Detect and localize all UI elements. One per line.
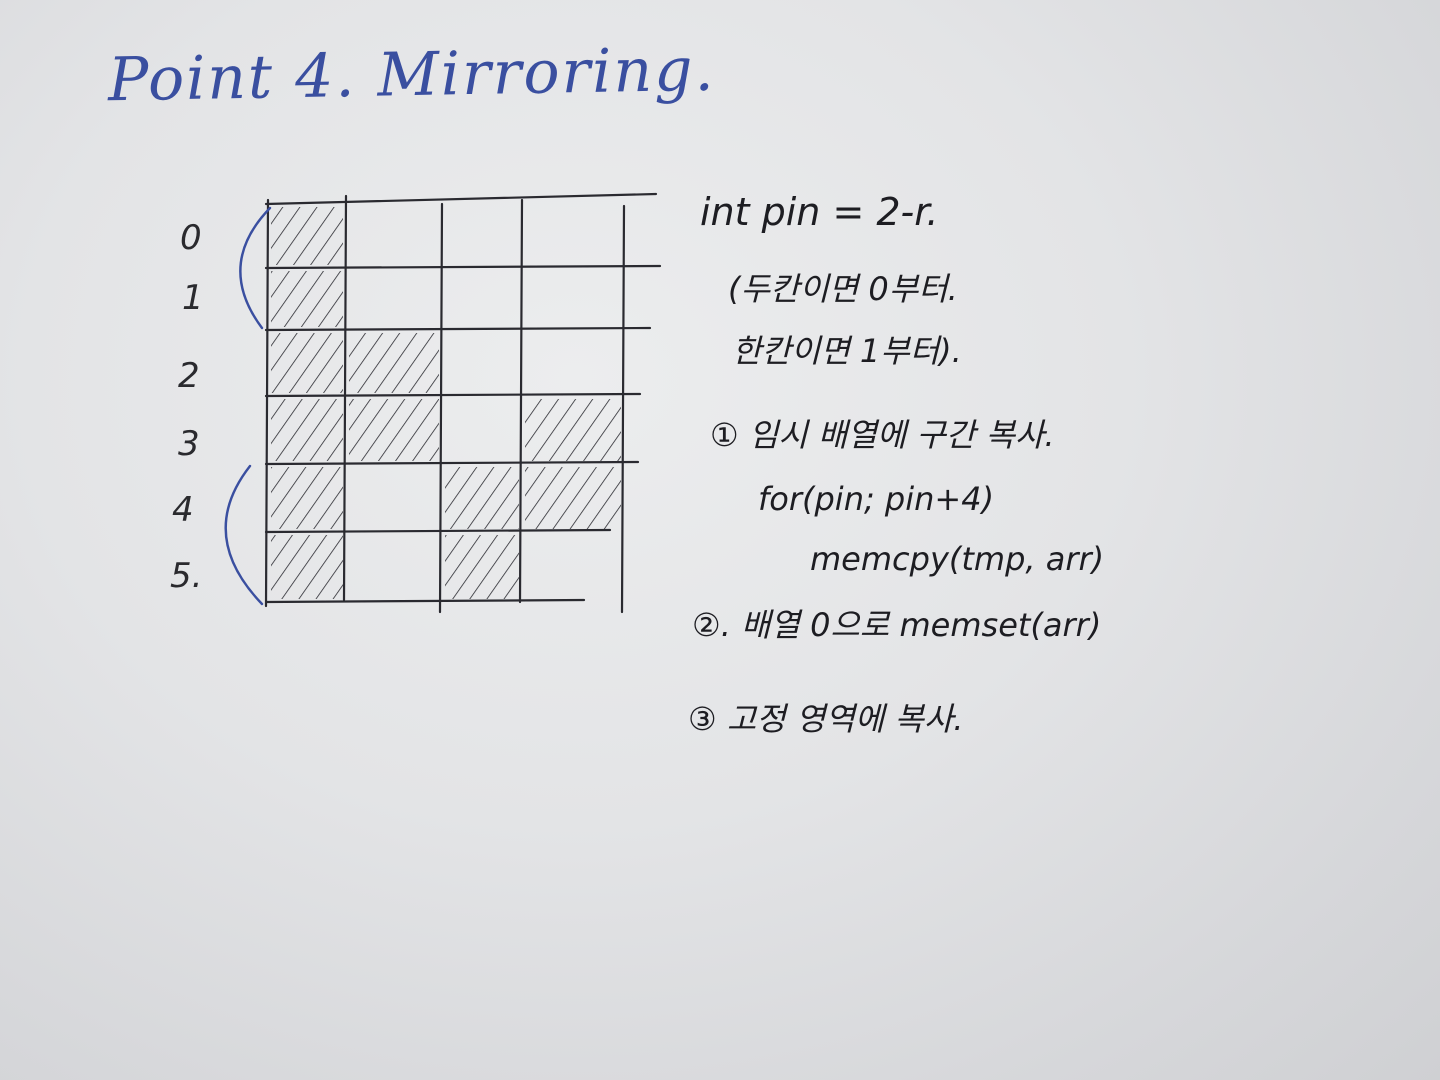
- shaded-cell-r3-c3: [525, 399, 621, 461]
- note-step-3: ③ 고정 영역에 복사.: [688, 700, 964, 738]
- shaded-cell-r4-c2: [445, 467, 519, 529]
- shaded-cell-r0-c0: [271, 207, 343, 265]
- grid-row-line-5: [264, 528, 612, 534]
- shaded-cell-r4-c0: [271, 467, 343, 529]
- note-pin-formula: int pin = 2-r.: [700, 190, 939, 234]
- grid-row-line-4: [264, 460, 640, 466]
- grid-row-line-0: [264, 192, 658, 206]
- grid-row-line-1: [264, 264, 662, 270]
- grid-col-line-3: [518, 198, 524, 604]
- row-label-1: 1: [182, 278, 204, 318]
- shaded-cell-r1-c0: [271, 271, 343, 327]
- row-label-0: 0: [180, 218, 202, 258]
- shaded-cell-r2-c0: [271, 333, 343, 393]
- grid-col-line-1: [342, 194, 348, 602]
- shaded-cell-r4-c3: [525, 467, 621, 529]
- grid-col-line-4: [620, 204, 626, 614]
- note-step-2: ②. 배열 0으로 memset(arr): [692, 606, 1102, 644]
- row-label-4: 4: [172, 490, 194, 530]
- shaded-cell-r3-c1: [349, 399, 439, 461]
- bracket-rows-0-1: [239, 206, 272, 330]
- grid-col-line-0: [264, 198, 270, 608]
- shaded-cell-r2-c1: [349, 333, 439, 393]
- grid-row-line-6: [264, 598, 586, 604]
- note-two-cells: (두칸이면 0부터.: [728, 270, 958, 308]
- row-label-5: 5.: [170, 556, 203, 596]
- note-step-1-memcpy: memcpy(tmp, arr): [810, 540, 1105, 578]
- grid-row-line-3: [264, 392, 642, 398]
- bracket-rows-4-5: [224, 464, 264, 606]
- shaded-cell-r3-c0: [271, 399, 343, 461]
- shaded-cell-r5-c0: [271, 535, 343, 599]
- row-label-2: 2: [178, 356, 200, 396]
- shaded-cell-r5-c2: [445, 535, 519, 599]
- row-label-3: 3: [178, 424, 200, 464]
- grid-row-line-2: [264, 326, 652, 332]
- note-step-1-for-loop: for(pin; pin+4): [758, 480, 995, 518]
- note-one-cell: 한칸이면 1부터).: [732, 332, 962, 370]
- grid-lines: [264, 192, 662, 614]
- note-step-1: ① 임시 배열에 구간 복사.: [710, 416, 1055, 454]
- shaded-cells: [271, 207, 621, 599]
- grid-col-line-2: [438, 202, 444, 614]
